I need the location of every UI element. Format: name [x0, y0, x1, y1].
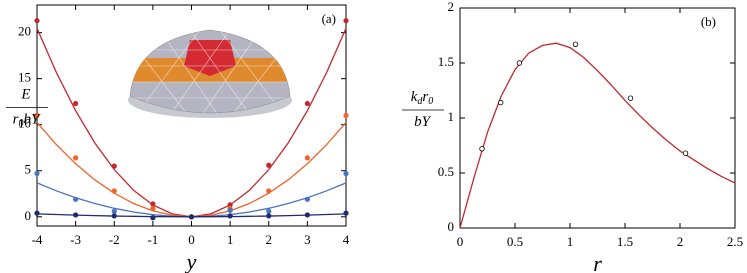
data-point	[34, 112, 40, 119]
y-tick-label: 15	[18, 70, 31, 85]
y-tick-label: 1	[448, 109, 455, 124]
y-tick-label: 1.5	[438, 54, 454, 69]
data-point	[150, 201, 156, 207]
data-point	[479, 146, 485, 152]
axis-label: r0bY	[13, 112, 41, 130]
plot-frame	[459, 7, 736, 229]
axis-label-part: 0	[428, 96, 433, 107]
axis-label: bY	[414, 114, 432, 130]
data-point	[34, 18, 40, 24]
axis-label: kdr0	[411, 89, 434, 107]
data-point	[343, 210, 349, 216]
data-point	[73, 100, 79, 107]
fit-curve	[36, 182, 347, 218]
panel-label: (b)	[701, 14, 716, 29]
panel-label: (a)	[322, 11, 336, 26]
x-tick-label: 4	[343, 232, 350, 247]
axis-label-part: bY	[414, 114, 432, 130]
x-tick-label: 1	[227, 232, 234, 247]
data-point	[111, 188, 117, 194]
data-point	[34, 170, 40, 177]
data-point	[343, 112, 349, 119]
data-point	[266, 162, 272, 168]
data-point	[150, 205, 156, 212]
x-tick-label: 0.5	[507, 234, 523, 249]
data-point	[343, 18, 349, 24]
x-tick-label: 1.5	[617, 234, 633, 249]
x-tick-label: 0	[188, 232, 195, 247]
x-axis-label: r	[593, 251, 602, 273]
x-tick-label: 3	[304, 232, 311, 247]
x-tick-label: 2	[266, 232, 273, 247]
y-tick-label: 20	[18, 24, 31, 39]
data-point	[266, 188, 272, 194]
axis-label-part: d	[417, 96, 423, 107]
data-point	[304, 212, 310, 218]
x-tick-label: 1	[567, 234, 574, 249]
data-point	[498, 99, 504, 106]
data-point	[227, 207, 233, 213]
data-point	[73, 212, 79, 218]
data-point	[343, 170, 349, 177]
y-tick-label: 0.5	[438, 164, 454, 179]
axis-label-part: r	[13, 112, 19, 128]
data-point	[73, 155, 79, 161]
data-point	[227, 202, 233, 208]
data-point	[188, 214, 195, 220]
data-point	[111, 213, 117, 219]
data-point	[34, 210, 40, 216]
axis-label: E	[20, 87, 30, 103]
x-axis-label: y	[185, 249, 197, 273]
y-tick-label: 0	[25, 208, 32, 223]
data-point	[627, 95, 634, 101]
data-point	[266, 213, 272, 219]
data-point	[266, 208, 272, 214]
data-point	[682, 150, 689, 156]
axis-label-part: bY	[24, 112, 42, 128]
data-point	[304, 155, 310, 161]
data-point	[304, 100, 310, 107]
data-point	[227, 213, 233, 219]
data-point	[111, 208, 117, 214]
data-point	[150, 215, 156, 221]
y-tick-label: 5	[25, 162, 32, 177]
y-tick-label: 10	[18, 116, 31, 131]
fit-curve	[459, 42, 736, 229]
x-tick-label: 2.5	[727, 234, 743, 249]
axis-label-part: k	[411, 89, 418, 105]
inset-dome	[128, 29, 292, 118]
y-tick-label: 0	[448, 219, 455, 234]
data-point	[304, 196, 310, 202]
data-point	[516, 60, 523, 66]
x-tick-label: -2	[109, 232, 120, 247]
x-tick-label: 2	[677, 234, 684, 249]
data-point	[73, 196, 79, 202]
axis-label-part: r	[422, 89, 428, 105]
y-tick-label: 2	[448, 0, 455, 14]
x-tick-label: -3	[70, 232, 81, 247]
x-tick-label: -4	[32, 232, 43, 247]
x-tick-label: -1	[147, 232, 158, 247]
fit-curve	[36, 122, 347, 218]
data-point	[111, 163, 117, 169]
axis-label-part: E	[20, 87, 30, 103]
axis-label-part: 0	[19, 119, 24, 130]
x-tick-label: 0	[457, 234, 464, 249]
data-point	[572, 41, 579, 47]
